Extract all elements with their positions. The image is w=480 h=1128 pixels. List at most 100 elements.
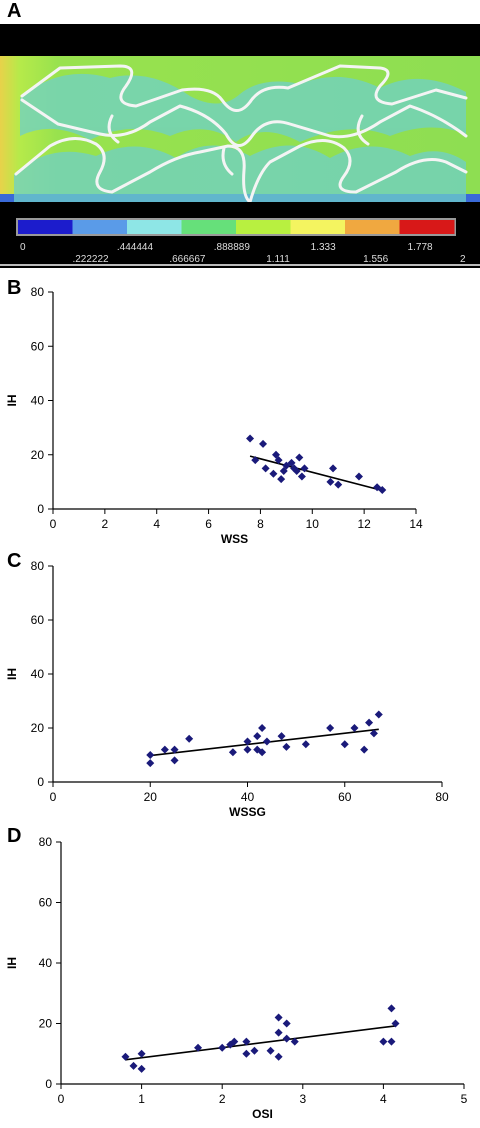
colorbar-swatch <box>399 220 455 234</box>
x-tick-label: 10 <box>306 517 320 531</box>
data-point <box>290 1037 299 1046</box>
data-point <box>262 737 271 746</box>
data-point <box>282 1034 291 1043</box>
data-point <box>261 464 270 473</box>
y-tick-label: 60 <box>31 339 45 353</box>
data-point <box>243 737 252 746</box>
data-point <box>354 472 363 481</box>
data-point <box>137 1064 146 1073</box>
image-top-band <box>0 24 480 56</box>
y-tick-label: 20 <box>31 448 45 462</box>
data-point <box>266 1046 275 1055</box>
x-axis-title: OSI <box>252 1107 273 1121</box>
data-point <box>277 732 286 741</box>
data-point <box>228 748 237 757</box>
data-point <box>277 475 286 484</box>
y-tick-label: 80 <box>31 285 45 299</box>
y-tick-label: 0 <box>37 502 44 516</box>
x-tick-label: 0 <box>58 1092 65 1106</box>
y-tick-label: 0 <box>45 1077 52 1091</box>
x-tick-label: 4 <box>380 1092 387 1106</box>
colorbar-label: .444444 <box>117 242 154 253</box>
colorbar-swatch <box>290 220 346 234</box>
y-tick-label: 0 <box>37 775 44 789</box>
y-tick-label: 20 <box>39 1017 53 1031</box>
colorbar-swatch <box>127 220 182 234</box>
data-point <box>274 1052 283 1061</box>
data-point <box>274 456 283 465</box>
colorbar-swatch <box>345 220 400 234</box>
data-point <box>170 756 179 765</box>
data-point <box>292 467 301 476</box>
chart-ih-vs-osi: 0 20 40 60 80 0 1 2 3 4 5 OSI IH <box>5 835 468 1121</box>
x-tick-label: 6 <box>205 517 212 531</box>
colorbar-swatch <box>181 220 237 234</box>
x-tick-label: 14 <box>409 517 423 531</box>
x-tick-label: 20 <box>144 790 158 804</box>
x-tick-label: 40 <box>241 790 255 804</box>
x-tick-label: 3 <box>299 1092 306 1106</box>
trendline <box>125 1025 396 1061</box>
data-point <box>387 1004 396 1013</box>
panel-label-d: D <box>7 825 22 847</box>
data-point <box>326 477 335 486</box>
y-axis-title: IH <box>5 395 19 407</box>
data-point <box>274 1028 283 1037</box>
x-axis-title: WSS <box>221 532 248 546</box>
colorbar-label: .888889 <box>214 242 251 253</box>
data-point <box>194 1043 203 1052</box>
y-axis-title: IH <box>5 957 19 969</box>
data-point <box>287 458 296 467</box>
colorbar-label: 1.556 <box>363 254 388 265</box>
data-point <box>334 480 343 489</box>
colorbar-swatch <box>18 220 73 234</box>
data-point <box>365 718 374 727</box>
trendline <box>249 455 383 492</box>
colorbar: 0 .444444 .888889 1.333 1.778 .222222 .666667 1… <box>16 218 466 265</box>
data-point <box>242 1049 251 1058</box>
data-point <box>329 464 338 473</box>
data-point <box>218 1043 227 1052</box>
x-tick-label: 2 <box>219 1092 226 1106</box>
y-axis-title: IH <box>5 668 19 680</box>
data-point <box>282 1019 291 1028</box>
x-tick-label: 60 <box>338 790 352 804</box>
data-point <box>137 1049 146 1058</box>
data-point <box>230 1037 239 1046</box>
colorbar-label: .222222 <box>72 254 109 265</box>
data-point <box>243 745 252 754</box>
y-tick-label: 60 <box>31 613 45 627</box>
stent-shear-stress-image: 0 .444444 .888889 1.333 1.778 .222222 .666667 1… <box>0 24 480 268</box>
x-tick-label: 0 <box>50 517 57 531</box>
x-axis-title: WSSG <box>229 805 266 819</box>
colorbar-label: 1.778 <box>408 242 433 253</box>
x-tick-label: 80 <box>435 790 449 804</box>
data-point <box>391 1019 400 1028</box>
data-point <box>301 740 310 749</box>
data-point <box>258 724 267 732</box>
data-point <box>379 1037 388 1046</box>
y-tick-label: 20 <box>31 721 45 735</box>
data-point <box>271 450 280 459</box>
colorbar-label: 1.333 <box>311 242 336 253</box>
data-point <box>160 745 169 754</box>
chart-ih-vs-wssg: 0 20 40 60 80 0 20 40 60 80 WSSG IH <box>5 559 449 819</box>
data-point <box>297 472 306 481</box>
x-tick-label: 2 <box>102 517 109 531</box>
data-point <box>274 1013 283 1022</box>
data-point <box>300 464 309 473</box>
x-tick-label: 12 <box>357 517 371 531</box>
data-point <box>295 453 304 462</box>
panel-label-a: A <box>7 0 22 22</box>
data-point <box>121 1052 130 1061</box>
data-point <box>369 729 378 738</box>
data-point <box>326 724 335 732</box>
colorbar-label: 2 <box>460 254 466 265</box>
data-point <box>269 469 278 478</box>
colorbar-label: 1.111 <box>266 254 290 265</box>
data-point <box>146 759 155 768</box>
data-point <box>378 486 387 495</box>
data-point <box>350 724 359 732</box>
data-point <box>146 751 155 759</box>
data-point <box>129 1061 138 1070</box>
